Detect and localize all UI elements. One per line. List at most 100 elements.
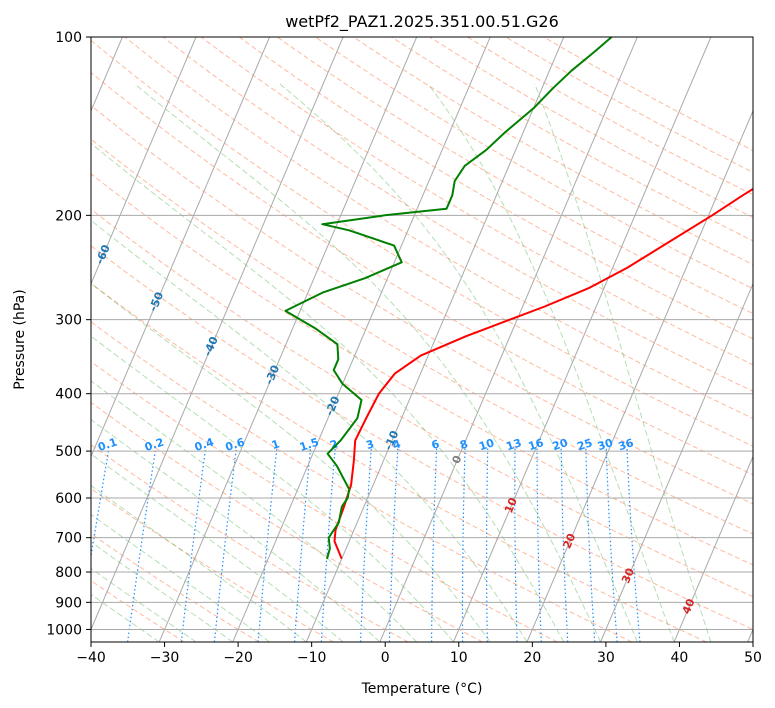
moist-adiabat-line <box>91 513 270 642</box>
mixing-ratio-label: 2 <box>328 437 339 452</box>
x-tick-label: 30 <box>597 650 615 666</box>
isotherm-label: -40 <box>201 334 221 358</box>
mixing-ratio-label: 3 <box>364 437 375 452</box>
moist-adiabat-line <box>427 83 675 642</box>
y-tick-label: 200 <box>55 208 82 224</box>
mixing-ratio-line <box>320 448 336 642</box>
isotherms <box>91 37 753 642</box>
moist-adiabat-line <box>91 567 197 642</box>
dewpoint-profile-line <box>284 37 613 560</box>
x-axis: −40 −30 −20 −10 0 10 20 30 40 50 <box>76 642 762 666</box>
y-tick-label: 300 <box>55 313 82 329</box>
x-tick-label: −20 <box>223 650 253 666</box>
isotherm-line <box>673 455 753 642</box>
x-tick-label: 40 <box>671 650 689 666</box>
x-tick-label: 20 <box>523 650 541 666</box>
mixing-ratio-label: 16 <box>527 436 546 453</box>
dry-adiabat-line <box>353 37 753 266</box>
mixing-ratio-label: 0.4 <box>193 435 216 453</box>
isotherm-label: -20 <box>323 394 343 418</box>
dry-adiabat-line <box>91 104 753 505</box>
mixing-ratio-label: 30 <box>596 436 615 453</box>
y-tick-label: 500 <box>55 444 82 460</box>
dry-adiabat-line <box>91 533 260 642</box>
isotherm-line <box>91 37 271 458</box>
mixing-ratio-line <box>514 448 518 642</box>
isotherm-line <box>232 37 491 642</box>
moist-adiabats <box>91 83 712 642</box>
mixing-ratio-label: 36 <box>617 436 636 453</box>
y-tick-label: 400 <box>55 387 82 403</box>
mixing-ratio-label: 13 <box>505 436 524 453</box>
dry-adiabat-line <box>91 71 753 476</box>
plot-area: -100-90-80-70-60-50-40-30-20-10010203040… <box>0 37 753 642</box>
y-tick-label: 1000 <box>46 622 82 638</box>
y-tick-label: 900 <box>55 595 82 611</box>
mixing-ratio-label: 25 <box>575 436 594 453</box>
dry-adiabat-line <box>91 487 334 642</box>
mixing-ratio-line <box>127 448 157 642</box>
x-tick-label: 0 <box>381 650 390 666</box>
dry-adiabat-line <box>124 37 753 419</box>
isotherm-line <box>747 628 753 642</box>
mixing-ratio-label: 1 <box>270 437 281 452</box>
isotherm-line <box>158 37 418 642</box>
isotherm-label: -60 <box>93 242 113 266</box>
isotherm-line <box>91 37 344 631</box>
dry-adiabat-line <box>315 37 753 290</box>
mixing-ratio-line <box>486 448 489 642</box>
isotherm-label: -30 <box>262 363 282 387</box>
isotherm-line <box>600 282 753 642</box>
isotherm-line <box>526 109 753 642</box>
temperature-profile-line <box>333 187 753 560</box>
dry-adiabat-line <box>91 245 753 630</box>
moist-adiabat-line <box>91 282 491 642</box>
x-tick-label: −40 <box>76 650 106 666</box>
mixing-ratio-lines <box>91 448 641 642</box>
x-tick-label: −10 <box>297 650 327 666</box>
mixing-ratio-label: 4 <box>391 437 403 452</box>
moist-adiabat-line <box>134 83 601 642</box>
mixing-ratio-line <box>91 448 110 560</box>
dry-adiabat-line <box>162 37 753 392</box>
mixing-ratio-line <box>461 448 466 642</box>
dry-adiabats <box>91 37 753 642</box>
dry-adiabat-line <box>505 37 753 173</box>
moist-adiabat-line <box>91 453 344 642</box>
dry-adiabat-line <box>91 282 707 642</box>
dry-adiabat-line <box>543 37 753 152</box>
dry-adiabat-line <box>200 37 753 366</box>
x-axis-title: Temperature (°C) <box>361 681 483 697</box>
isotherm-label: -80 <box>0 138 10 162</box>
mixing-ratio-line <box>388 448 399 642</box>
mixing-ratio-label: 6 <box>430 437 442 452</box>
dry-adiabat-line <box>91 360 558 642</box>
dry-adiabat-line <box>238 37 753 340</box>
mixing-ratio-line <box>626 448 641 642</box>
dry-adiabat-line <box>391 37 753 242</box>
mixing-ratio-line <box>359 448 372 642</box>
moist-adiabat-line <box>279 83 638 642</box>
mixing-ratio-line <box>431 448 438 642</box>
moist-adiabat-line <box>91 219 528 642</box>
moist-adiabat-line <box>91 380 418 642</box>
dry-adiabat-line <box>91 444 409 642</box>
moist-adiabat-line <box>534 83 712 642</box>
dry-adiabat-line <box>91 208 753 598</box>
isotherm-line <box>452 37 712 642</box>
dry-adiabat-line <box>91 138 753 535</box>
x-tick-label: 50 <box>744 650 762 666</box>
isotherm-label: 20 <box>560 531 578 550</box>
isotherm-line <box>305 37 565 642</box>
y-tick-label: 600 <box>55 491 82 507</box>
dry-adiabat-line <box>91 173 753 566</box>
dry-adiabat-line <box>91 321 633 642</box>
mixing-ratio-labels: 0.1 0.2 0.4 0.6 1 1.5 2 3 4 6 8 10 13 16 20 25 30 36 <box>96 435 635 454</box>
isotherm-label: 30 <box>619 566 637 585</box>
mixing-ratio-label: 0.2 <box>143 436 166 454</box>
mixing-ratio-label: 0.6 <box>224 435 247 453</box>
y-tick-label: 800 <box>55 565 82 581</box>
isotherm-label: -50 <box>146 290 166 314</box>
mixing-ratio-label: 1.5 <box>298 436 321 454</box>
